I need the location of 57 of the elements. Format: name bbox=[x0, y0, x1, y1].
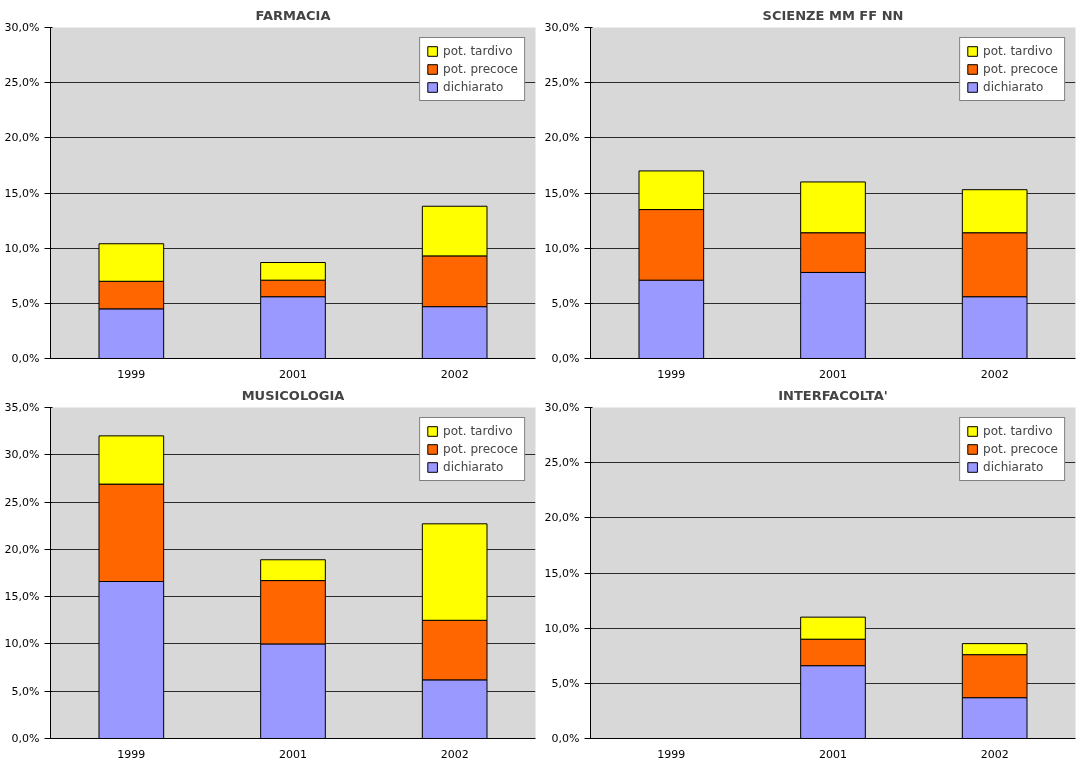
y-tick-label: 35,0% bbox=[4, 401, 40, 414]
legend-label: dichiarato bbox=[443, 460, 504, 474]
y-tick-label: 0,0% bbox=[11, 732, 40, 745]
y-tick-label: 10,0% bbox=[544, 621, 580, 635]
y-tick-label: 20,0% bbox=[4, 131, 40, 145]
x-tick-label: 1999 bbox=[117, 367, 146, 381]
legend-label: pot. tardivo bbox=[983, 44, 1053, 58]
y-tick-label: 25,0% bbox=[4, 495, 40, 509]
x-tick-label: 2001 bbox=[819, 367, 847, 381]
y-tick-label: 0,0% bbox=[551, 732, 580, 745]
y-tick-label: 10,0% bbox=[4, 637, 40, 651]
x-tick-label: 2002 bbox=[440, 747, 469, 761]
legend-label: pot. tardivo bbox=[443, 44, 513, 58]
y-tick-label: 30,0% bbox=[544, 21, 580, 34]
x-tick-label: 1999 bbox=[657, 747, 686, 761]
y-tick-label: 0,0% bbox=[551, 352, 580, 365]
y-tick-label: 5,0% bbox=[551, 296, 580, 310]
y-tick-label: 10,0% bbox=[544, 241, 580, 255]
y-tick-label: 15,0% bbox=[4, 590, 40, 604]
y-tick-label: 25,0% bbox=[544, 456, 580, 470]
x-tick-label: 2002 bbox=[980, 367, 1009, 381]
legend-label: dichiarato bbox=[443, 80, 504, 94]
y-tick-label: 30,0% bbox=[544, 401, 580, 414]
x-tick-label: 2002 bbox=[980, 747, 1009, 761]
y-tick-label: 20,0% bbox=[544, 511, 580, 525]
y-tick-label: 30,0% bbox=[4, 21, 40, 34]
legend-label: dichiarato bbox=[983, 460, 1044, 474]
y-tick-label: 20,0% bbox=[544, 131, 580, 145]
legend-label: dichiarato bbox=[983, 80, 1044, 94]
y-tick-label: 25,0% bbox=[4, 76, 40, 90]
legend-label: pot. tardivo bbox=[983, 424, 1053, 438]
x-tick-label: 2001 bbox=[279, 747, 307, 761]
legend-label: pot. precoce bbox=[983, 62, 1058, 76]
y-tick-label: 20,0% bbox=[4, 542, 40, 556]
chart-title: FARMACIA bbox=[255, 7, 331, 23]
legend-label: pot. precoce bbox=[983, 442, 1058, 456]
chart-title: MUSICOLOGIA bbox=[241, 387, 345, 403]
x-tick-label: 2001 bbox=[279, 367, 307, 381]
x-tick-label: 2002 bbox=[440, 367, 469, 381]
y-tick-label: 15,0% bbox=[544, 186, 580, 200]
y-tick-label: 15,0% bbox=[4, 186, 40, 200]
y-tick-label: 30,0% bbox=[4, 448, 40, 462]
legend-label: pot. precoce bbox=[443, 442, 518, 456]
y-tick-label: 5,0% bbox=[11, 684, 40, 698]
y-tick-label: 25,0% bbox=[544, 76, 580, 90]
y-tick-label: 5,0% bbox=[11, 296, 40, 310]
x-tick-label: 2001 bbox=[819, 747, 847, 761]
legend-label: pot. precoce bbox=[443, 62, 518, 76]
x-tick-label: 1999 bbox=[657, 367, 686, 381]
x-tick-label: 1999 bbox=[117, 747, 146, 761]
y-tick-label: 5,0% bbox=[551, 676, 580, 690]
y-tick-label: 15,0% bbox=[544, 566, 580, 580]
y-tick-label: 0,0% bbox=[11, 352, 40, 365]
chart-title: INTERFACOLTA' bbox=[778, 387, 888, 403]
chart-title: SCIENZE MM FF NN bbox=[762, 7, 904, 23]
y-tick-label: 10,0% bbox=[4, 241, 40, 255]
legend-label: pot. tardivo bbox=[443, 424, 513, 438]
